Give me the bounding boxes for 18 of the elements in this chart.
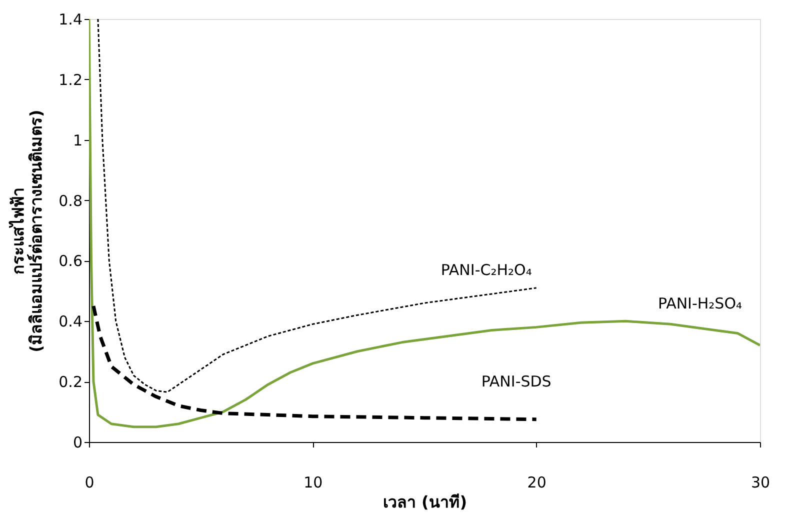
y-tick-label: 1.2 [58,70,82,89]
series-label: PANI-SDS [481,372,552,390]
y-tick-label: 0.6 [58,252,82,270]
y-tick-label: 0.4 [58,312,82,331]
y-tick-label: 0.2 [58,373,82,392]
y-axis-title: กระแสไฟฟ้า (มิลลิแอมแปร์ต่อตารางเซนติเมตร) [8,110,46,352]
line-series [89,19,760,428]
y-tick-label: 0.8 [58,192,82,210]
series-label: PANI-H₂SO₄ [658,294,742,312]
y-tick-label: 1 [72,131,82,150]
y-tick-label: 1.4 [58,10,82,28]
series-label: PANI-C₂H₂O₄ [440,260,532,279]
x-tick-label: 10 [304,474,323,492]
x-axis-title: เวลา (นาที) [382,492,468,512]
x-tick-label: 30 [750,474,770,492]
y-tick-label: 0 [72,434,82,452]
x-tick-label: 20 [527,474,546,492]
x-tick-label: 0 [84,474,94,492]
